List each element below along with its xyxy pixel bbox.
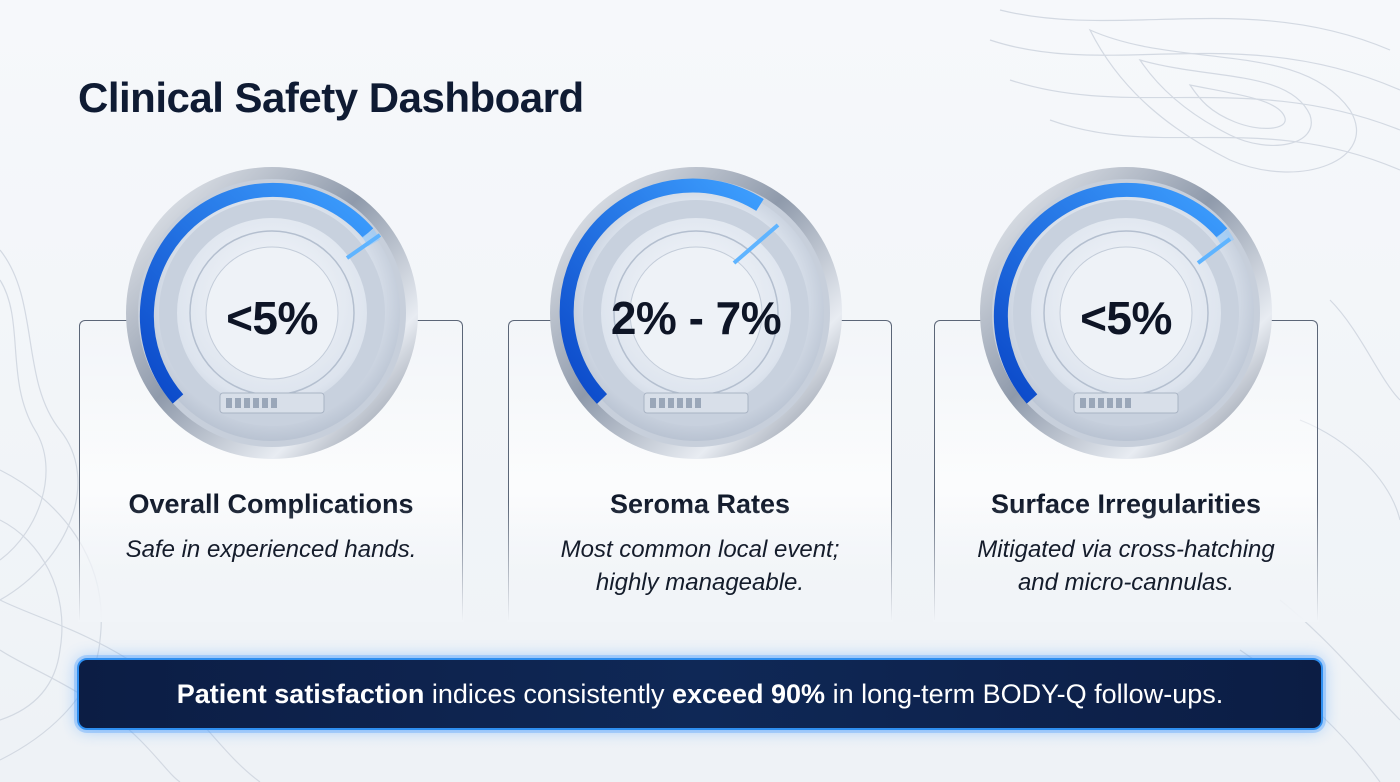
gauge-surface-irregularities: <5% <box>976 163 1276 463</box>
card-subtitle-line: and micro-cannulas. <box>1017 569 1235 596</box>
gauge-value: 2% - 7% <box>610 292 782 344</box>
card-subtitle: Safe in experienced hands. <box>100 533 442 566</box>
page-title: Clinical Safety Dashboard <box>78 74 584 121</box>
gauge-overall-complications: <5% <box>122 163 422 463</box>
gauge-value: <5% <box>226 292 318 344</box>
card-subtitle: Mitigated via cross-hatching and micro-c… <box>955 533 1297 599</box>
gauge-dial-icon <box>550 167 842 459</box>
gauge-dial-icon <box>126 167 418 459</box>
card-subtitle-line: Mitigated via cross-hatching <box>977 536 1275 563</box>
banner-bold-text: Patient satisfaction <box>176 678 425 709</box>
card-title: Surface Irregularities <box>990 489 1262 519</box>
banner-bold-text: exceed 90% <box>671 678 826 709</box>
gauge-dial-icon <box>980 167 1272 459</box>
card-subtitle-line: Safe in experienced hands. <box>125 536 417 563</box>
card-title: Seroma Rates <box>609 489 791 519</box>
banner-text: in long-term BODY-Q follow-ups. <box>825 678 1224 709</box>
card-subtitle-line: Most common local event; <box>560 536 840 563</box>
card-subtitle: Most common local event; highly manageab… <box>529 533 871 599</box>
gauge-value: <5% <box>1080 292 1172 344</box>
satisfaction-banner: Patient satisfaction indices consistentl… <box>77 658 1323 730</box>
gauge-seroma-rates: 2% - 7% <box>546 163 846 463</box>
banner-text: indices consistently <box>424 678 672 709</box>
card-title: Overall Complications <box>128 489 414 519</box>
card-subtitle-line: highly manageable. <box>595 569 805 596</box>
